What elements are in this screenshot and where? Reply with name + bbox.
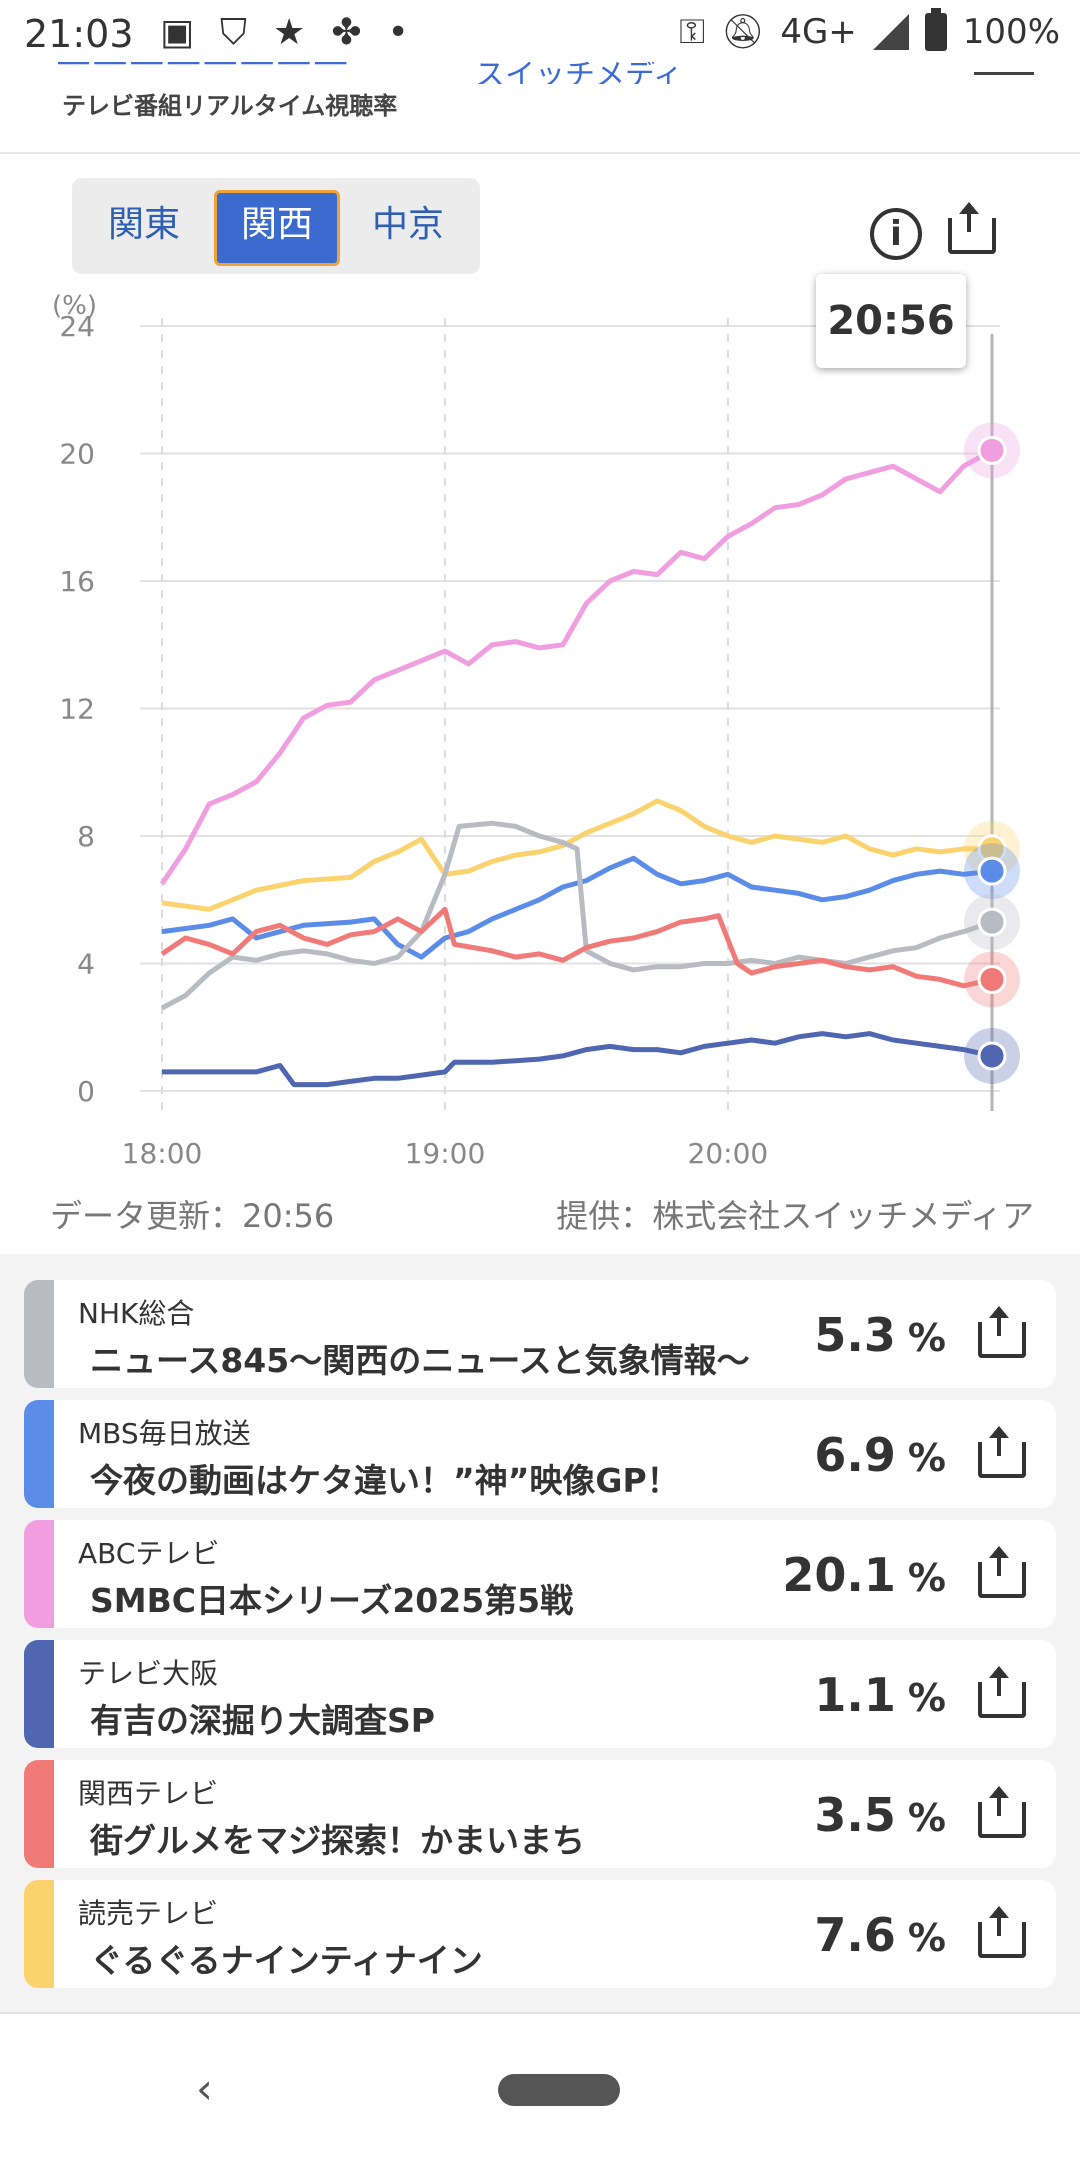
x-tick-label: 19:00	[405, 1137, 486, 1170]
dot-icon: •	[387, 12, 409, 53]
program-list: NHK総合 ニュース845〜関西のニュースと気象情報〜 5.3% MBS毎日放送…	[24, 1280, 1056, 2000]
status-time: 21:03	[24, 12, 134, 56]
program-card-tvo[interactable]: テレビ大阪 有吉の深掘り大調査SP 1.1%	[24, 1640, 1056, 1748]
rating-value: 6.9%	[814, 1428, 946, 1482]
share-icon[interactable]	[978, 1426, 1026, 1478]
brand-right-link[interactable]: スイッチメディア	[475, 62, 683, 84]
system-nav-bar: ‹	[0, 2012, 1080, 2162]
series-line	[161, 798, 992, 912]
rating-value: 1.1%	[814, 1668, 946, 1722]
channel-color-stripe	[24, 1880, 54, 1988]
y-tick-label: 4	[77, 948, 95, 981]
series-marker	[977, 1041, 1007, 1071]
rating-value: 7.6%	[814, 1908, 946, 1962]
share-icon[interactable]	[978, 1546, 1026, 1598]
channel-color-stripe	[24, 1520, 54, 1628]
shield-check-icon: ⛉	[220, 12, 248, 53]
home-pill[interactable]	[498, 2074, 620, 2106]
fan-icon: ✤	[331, 12, 362, 53]
program-card-mbs[interactable]: MBS毎日放送 今夜の動画はケタ違い！”神”映像GP！ 6.9%	[24, 1400, 1056, 1508]
channel-name: テレビ大阪	[78, 1657, 219, 1690]
series-line	[159, 448, 994, 886]
program-card-ktv[interactable]: 関西テレビ 街グルメをマジ探索！かまいまち 3.5%	[24, 1760, 1056, 1868]
status-left-icons: ▣ ⛉ ★ ✤ •	[160, 12, 409, 54]
menu-icon[interactable]	[974, 72, 1034, 75]
program-card-nhk[interactable]: NHK総合 ニュース845〜関西のニュースと気象情報〜 5.3%	[24, 1280, 1056, 1388]
share-icon[interactable]	[978, 1306, 1026, 1358]
back-icon[interactable]: ‹	[196, 2064, 213, 2113]
cursor-time-tooltip: 20:56	[816, 274, 966, 368]
program-title: ニュース845〜関西のニュースと気象情報〜	[90, 1341, 750, 1380]
program-title: SMBC日本シリーズ2025第5戦	[90, 1581, 574, 1620]
rating-value: 3.5%	[814, 1788, 946, 1842]
status-bar: 21:03 ▣ ⛉ ★ ✤ • ⚿ 🔕︎ 4G+ 100%	[0, 0, 1080, 70]
channel-color-stripe	[24, 1760, 54, 1868]
series-line	[162, 1031, 993, 1088]
channel-name: MBS毎日放送	[78, 1417, 251, 1450]
info-icon[interactable]: i	[870, 208, 922, 260]
series-line	[160, 906, 993, 989]
chart-panel: 関東 関西 中京 i (%) 0 4 8 12 16 20 24 18:00 19:00 20:00…	[0, 154, 1080, 1254]
channel-color-stripe	[24, 1400, 54, 1508]
rating-value: 20.1%	[782, 1548, 946, 1602]
key-icon: ⚿	[679, 12, 706, 52]
star-icon: ★	[273, 12, 306, 53]
network-type: 4G+	[780, 12, 857, 52]
share-icon[interactable]	[978, 1666, 1026, 1718]
x-tick-label: 18:00	[122, 1137, 203, 1170]
channel-name: 読売テレビ	[78, 1897, 219, 1930]
tab-chukyo[interactable]: 中京	[371, 204, 444, 245]
y-tick-label: 24	[59, 310, 95, 343]
status-right-icons: ⚿ 🔕︎ 4G+ 100%	[679, 8, 1060, 52]
y-tick-label: 16	[59, 565, 95, 598]
tab-kansai[interactable]: 関西	[214, 190, 340, 266]
region-tabs: 関東 関西 中京	[72, 178, 480, 274]
brand-subtitle: テレビ番組リアルタイム視聴率	[62, 92, 398, 120]
y-tick-label: 8	[77, 820, 95, 853]
channel-color-stripe	[24, 1640, 54, 1748]
battery-level: 100%	[962, 12, 1060, 52]
y-axis-unit: (%)	[52, 291, 97, 321]
tab-kanto[interactable]: 関東	[107, 204, 180, 245]
series-marker	[977, 856, 1007, 886]
channel-color-stripe	[24, 1280, 54, 1388]
rating-value: 5.3%	[814, 1308, 946, 1362]
signal-icon	[872, 14, 909, 50]
image-icon: ▣	[160, 12, 195, 53]
program-card-abc[interactable]: ABCテレビ SMBC日本シリーズ2025第5戦 20.1%	[24, 1520, 1056, 1628]
x-tick-label: 20:00	[688, 1137, 769, 1170]
program-card-ytv[interactable]: 読売テレビ ぐるぐるナインティナイン 7.6%	[24, 1880, 1056, 1988]
bell-off-icon: 🔕︎	[721, 12, 765, 52]
y-tick-label: 12	[59, 693, 95, 726]
program-title: ぐるぐるナインティナイン	[90, 1941, 483, 1980]
share-icon[interactable]	[978, 1786, 1026, 1838]
channel-name: ABCテレビ	[78, 1537, 220, 1570]
battery-icon	[924, 8, 947, 51]
series-marker	[977, 907, 1007, 937]
y-tick-label: 0	[77, 1075, 95, 1108]
share-icon[interactable]	[978, 1906, 1026, 1958]
brand-logo[interactable]: ▀▀▀▀▀▀▀▀	[58, 62, 388, 84]
app-header: ▀▀▀▀▀▀▀▀ スイッチメディア テレビ番組リアルタイム視聴率	[0, 62, 1080, 154]
channel-name: 関西テレビ	[78, 1777, 219, 1810]
series-marker	[977, 435, 1007, 465]
data-updated: データ更新：20:56	[50, 1197, 335, 1235]
series-line	[161, 855, 993, 960]
channel-name: NHK総合	[78, 1297, 195, 1330]
series-line	[160, 820, 993, 1011]
program-title: 今夜の動画はケタ違い！”神”映像GP！	[90, 1461, 680, 1500]
program-title: 街グルメをマジ探索！かまいまち	[90, 1821, 585, 1860]
series-marker	[977, 964, 1007, 994]
data-provider: 提供：株式会社スイッチメディア	[556, 1197, 1034, 1235]
program-title: 有吉の深掘り大調査SP	[90, 1701, 435, 1740]
y-tick-label: 20	[59, 438, 95, 471]
chart-share-icon[interactable]	[948, 202, 996, 254]
